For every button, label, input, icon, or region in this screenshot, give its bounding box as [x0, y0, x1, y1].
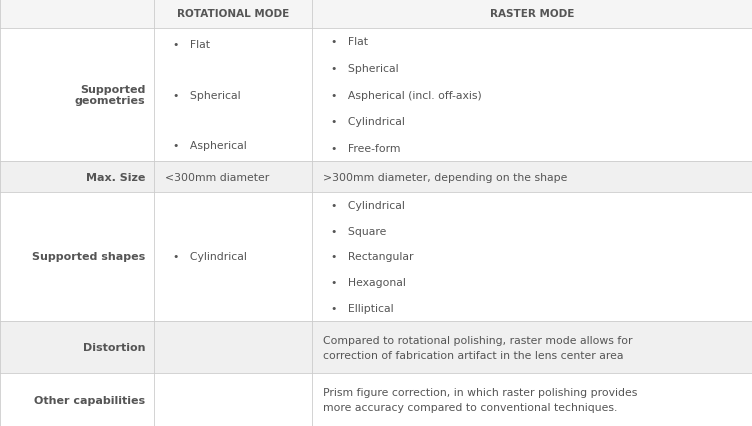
Bar	[0, 29, 154, 162]
Bar	[0, 162, 154, 193]
Bar	[312, 0, 752, 29]
Text: Max. Size: Max. Size	[86, 172, 145, 182]
Text: •   Cylindrical: • Cylindrical	[331, 200, 405, 210]
Text: •   Flat: • Flat	[173, 40, 210, 49]
Bar	[312, 193, 752, 321]
Text: •   Square: • Square	[331, 226, 387, 236]
Text: •   Flat: • Flat	[331, 37, 368, 47]
Text: •   Aspherical: • Aspherical	[173, 141, 247, 151]
Text: •   Elliptical: • Elliptical	[331, 303, 393, 313]
Bar	[154, 374, 312, 426]
Text: •   Aspherical (incl. off-axis): • Aspherical (incl. off-axis)	[331, 90, 481, 100]
Text: •   Spherical: • Spherical	[331, 63, 399, 74]
Bar	[312, 29, 752, 162]
Bar	[154, 29, 312, 162]
Text: •   Hexagonal: • Hexagonal	[331, 278, 406, 288]
Text: •   Cylindrical: • Cylindrical	[331, 117, 405, 127]
Text: RASTER MODE: RASTER MODE	[490, 9, 575, 19]
Bar	[0, 321, 154, 374]
Text: Compared to rotational polishing, raster mode allows for
correction of fabricati: Compared to rotational polishing, raster…	[323, 335, 633, 360]
Text: <300mm diameter: <300mm diameter	[165, 172, 270, 182]
Bar	[0, 0, 154, 29]
Bar	[154, 0, 312, 29]
Text: •   Free-form: • Free-form	[331, 144, 400, 154]
Bar	[312, 374, 752, 426]
Bar	[0, 193, 154, 321]
Bar	[154, 162, 312, 193]
Bar	[154, 321, 312, 374]
Text: Supported
geometries: Supported geometries	[74, 84, 145, 106]
Text: >300mm diameter, depending on the shape: >300mm diameter, depending on the shape	[323, 172, 568, 182]
Text: •   Cylindrical: • Cylindrical	[173, 252, 247, 262]
Bar	[312, 162, 752, 193]
Bar	[154, 193, 312, 321]
Text: •   Spherical: • Spherical	[173, 90, 241, 100]
Text: •   Rectangular: • Rectangular	[331, 252, 414, 262]
Bar	[0, 374, 154, 426]
Bar	[312, 321, 752, 374]
Text: Supported shapes: Supported shapes	[32, 252, 145, 262]
Text: Other capabilities: Other capabilities	[34, 395, 145, 405]
Text: ROTATIONAL MODE: ROTATIONAL MODE	[177, 9, 290, 19]
Text: Prism figure correction, in which raster polishing provides
more accuracy compar: Prism figure correction, in which raster…	[323, 387, 638, 412]
Text: Distortion: Distortion	[83, 343, 145, 352]
